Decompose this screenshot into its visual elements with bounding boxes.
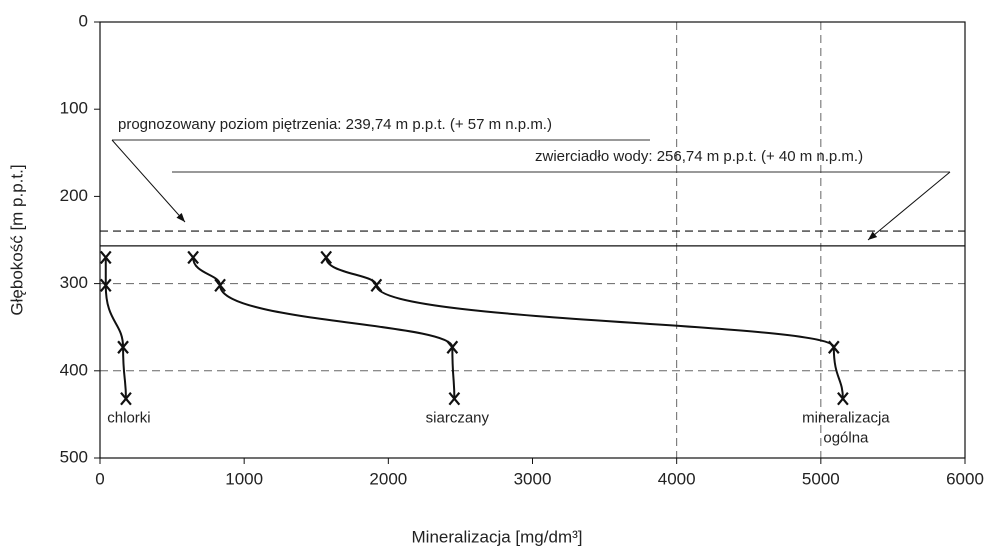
y-tick-label: 0 (79, 11, 88, 30)
series-line (325, 257, 844, 399)
point-marker (827, 340, 840, 354)
x-tick-label: 1000 (225, 469, 263, 488)
point-marker (187, 250, 199, 265)
point-marker (99, 250, 112, 265)
x-tick-label: 0 (95, 469, 104, 488)
point-marker (448, 391, 461, 406)
series-label: ogólna (823, 430, 869, 447)
point-marker (117, 340, 129, 354)
x-axis-label: Mineralizacja [mg/dm³] (412, 527, 583, 546)
point-marker (320, 250, 333, 265)
y-tick-label: 500 (60, 447, 88, 466)
plot-frame (99, 21, 966, 459)
annotation: zwierciadło wody: 256,74 m p.p.t. (+ 40 … (535, 148, 863, 165)
x-tick-label: 4000 (658, 469, 696, 488)
y-tick-label: 200 (60, 186, 88, 205)
series-label: mineralizacja (802, 410, 890, 427)
series-line (192, 257, 456, 399)
x-tick-label: 6000 (946, 469, 984, 488)
annotation: prognozowany poziom piętrzenia: 239,74 m… (118, 116, 552, 133)
x-tick-label: 3000 (514, 469, 552, 488)
series-label: siarczany (426, 410, 490, 427)
point-marker (837, 391, 849, 406)
annotation-arrow (111, 139, 186, 223)
x-tick-label: 5000 (802, 469, 840, 488)
point-marker (214, 278, 226, 293)
series-line (104, 257, 127, 399)
y-tick-label: 300 (60, 273, 88, 292)
point-marker (446, 340, 459, 354)
point-marker (99, 278, 112, 293)
y-axis-label: Głębokość [m p.p.t.] (7, 164, 26, 315)
annotation-arrow (867, 171, 951, 241)
y-tick-label: 400 (60, 360, 88, 379)
y-tick-label: 100 (60, 99, 88, 118)
x-tick-label: 2000 (369, 469, 407, 488)
point-marker (120, 391, 132, 406)
point-marker (370, 278, 383, 293)
series-label: chlorki (107, 410, 150, 427)
